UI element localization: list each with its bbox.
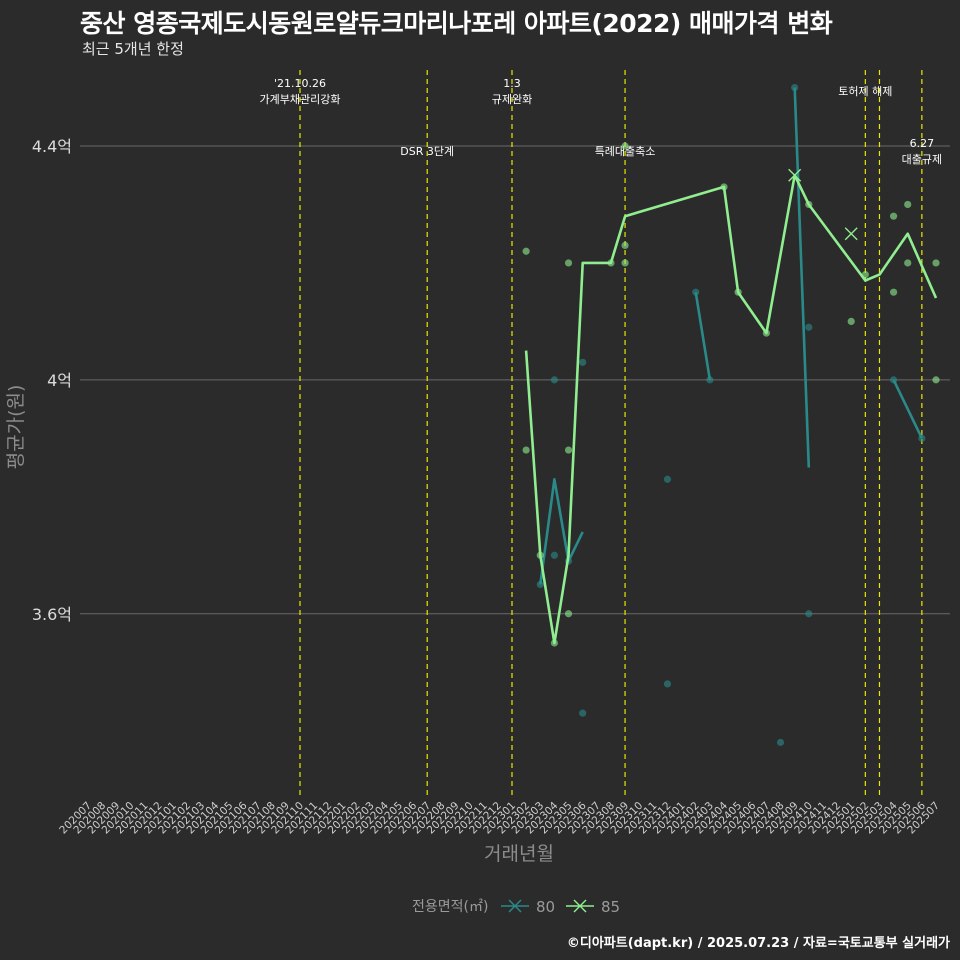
series-80-line [694, 291, 712, 381]
legend-key-cross [508, 899, 522, 913]
event-label: 6.27 [910, 137, 935, 150]
event-label: 토허제 해제 [838, 84, 892, 98]
cross-stroke [788, 168, 802, 182]
series-80-point [550, 551, 559, 559]
series-85-point [522, 446, 530, 454]
y-axis-title: 평균가(원) [5, 385, 27, 470]
series-85-line [524, 173, 938, 645]
event-label: DSR 3단계 [400, 145, 454, 158]
series-85-point [621, 259, 629, 267]
series-85-point [734, 288, 742, 296]
event-label: 대출규제 [902, 153, 942, 166]
event-label: 가계부채관리강화 [260, 93, 341, 106]
series-85-point [536, 551, 544, 559]
series-85-point [932, 259, 940, 267]
cross-stroke [844, 227, 858, 241]
series-80-line [892, 379, 924, 439]
series-80-point [890, 376, 898, 384]
series-85-point [564, 610, 573, 618]
event-label: 규제완화 [492, 93, 532, 106]
series-85-point [904, 259, 912, 267]
series-80-point [805, 323, 813, 331]
x-axis: 2020072020082020092020102020112020122021… [57, 799, 942, 836]
x-axis-title: 거래년월 [484, 843, 554, 865]
series-85-point [890, 288, 898, 296]
series-85-point [762, 329, 771, 337]
series-85-point [890, 212, 898, 220]
series-85-point [805, 200, 813, 209]
series-85-cross-marker [788, 168, 802, 182]
legend-label-85: 85 [601, 898, 620, 916]
event-label: 특례대출축소 [595, 145, 656, 158]
series-85-point [861, 271, 869, 279]
series-85-point [720, 183, 728, 191]
y-tick-label: 4억 [47, 371, 72, 390]
series-85-point [621, 142, 629, 150]
chart-title: 중산 영종국제도시동원로얄듀크마리나포레 아파트(2022) 매매가격 변화 [80, 9, 833, 38]
series-80-point [706, 376, 714, 384]
series-85-point [564, 446, 573, 454]
chart-caption: ©디아파트(dapt.kr) / 2025.07.23 / 자료=국토교통부 실… [566, 936, 950, 951]
legend-key-80 [501, 899, 529, 913]
series-85-point [550, 639, 559, 647]
series-85-point [847, 317, 855, 326]
series-80-point [663, 680, 672, 688]
legend-label-80: 80 [536, 898, 555, 916]
series-80-point [579, 709, 587, 717]
event-label: '21.10.26 [274, 77, 326, 90]
series-80-point [791, 83, 799, 92]
series-80-point [692, 288, 700, 296]
series-85-point [607, 259, 615, 267]
legend: 전용면적(㎡) 80 85 [412, 898, 620, 916]
series-80-point [550, 376, 559, 384]
series-85-point [522, 247, 530, 255]
series-80-point [663, 475, 672, 483]
series-layer [522, 83, 940, 746]
series-85-point [564, 259, 573, 267]
legend-key-cross [573, 899, 587, 913]
series-80-line [539, 478, 584, 585]
series-80-point [918, 434, 926, 442]
series-85-point [621, 241, 629, 250]
legend-title: 전용면적(㎡) [412, 899, 488, 915]
legend-key-85 [566, 899, 594, 913]
series-80-point [536, 580, 544, 589]
series-80-line [793, 87, 811, 468]
series-85-point [904, 200, 912, 209]
chart-subtitle: 최근 5개년 한정 [82, 40, 184, 58]
y-tick-label: 4.4억 [32, 137, 72, 156]
series-80-point [776, 738, 785, 746]
series-85-point [932, 376, 940, 384]
y-axis: 3.6억 4억 4.4억 [32, 137, 72, 624]
series-80-point [805, 610, 813, 618]
y-tick-label: 3.6억 [32, 605, 72, 624]
grid-layer [80, 145, 950, 615]
series-85-cross-marker [844, 227, 858, 241]
series-80-point [579, 358, 587, 366]
event-label: 1.3 [503, 77, 521, 90]
